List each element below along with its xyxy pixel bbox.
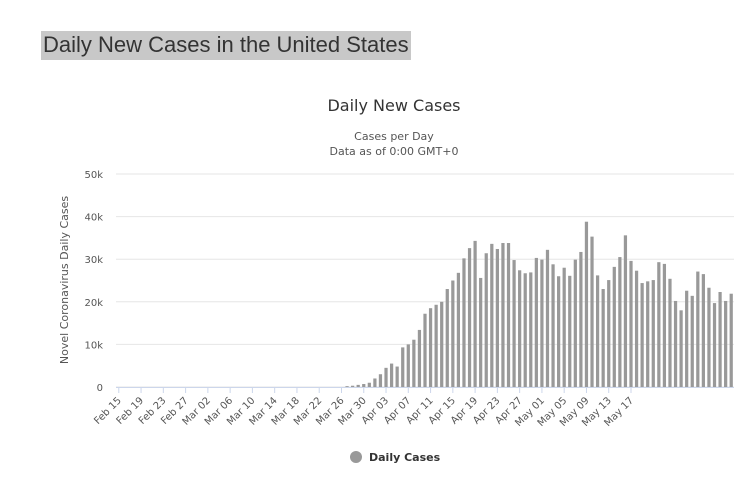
bar[interactable]: [607, 280, 611, 387]
bar[interactable]: [679, 310, 683, 387]
bar[interactable]: [523, 273, 527, 387]
bar[interactable]: [673, 300, 678, 387]
bar[interactable]: [412, 339, 416, 387]
bar[interactable]: [417, 329, 422, 387]
bar[interactable]: [440, 301, 444, 387]
bar[interactable]: [462, 258, 466, 387]
bar[interactable]: [629, 260, 633, 387]
bar[interactable]: [707, 287, 711, 387]
bar[interactable]: [529, 272, 533, 387]
chart-subtitle-line-2: Data as of 0:00 GMT+0: [330, 145, 459, 158]
legend[interactable]: Daily Cases: [350, 451, 441, 464]
bar[interactable]: [479, 277, 483, 387]
x-axis-ticks: [118, 387, 632, 393]
bar[interactable]: [378, 374, 383, 387]
bar[interactable]: [490, 243, 494, 387]
bar[interactable]: [701, 274, 705, 387]
bar[interactable]: [395, 366, 399, 387]
bar[interactable]: [467, 248, 472, 387]
bar[interactable]: [718, 292, 722, 387]
bar[interactable]: [373, 378, 377, 387]
bar[interactable]: [573, 259, 577, 387]
bar[interactable]: [618, 257, 622, 387]
bar[interactable]: [512, 260, 516, 387]
bar[interactable]: [473, 240, 477, 387]
bar[interactable]: [506, 243, 511, 387]
bar[interactable]: [562, 267, 566, 387]
bar[interactable]: [401, 347, 405, 387]
bar[interactable]: [551, 264, 555, 387]
y-tick-label: 30k: [84, 255, 103, 266]
bar[interactable]: [356, 384, 360, 387]
bar[interactable]: [545, 249, 550, 387]
bar[interactable]: [456, 272, 461, 387]
bar[interactable]: [685, 290, 689, 387]
legend-marker-icon: [350, 451, 362, 463]
bar[interactable]: [540, 259, 544, 387]
bar[interactable]: [584, 221, 589, 387]
y-tick-label: 20k: [84, 298, 103, 309]
bar[interactable]: [345, 386, 349, 387]
bar[interactable]: [634, 270, 639, 387]
bar[interactable]: [423, 313, 427, 387]
bar[interactable]: [484, 253, 488, 387]
bar[interactable]: [712, 303, 717, 387]
bar[interactable]: [590, 236, 594, 387]
bar[interactable]: [568, 275, 572, 387]
y-tick-label: 50k: [84, 170, 103, 181]
bar[interactable]: [451, 280, 455, 388]
y-axis-tick-labels: 0 10k 20k 30k 40k 50k: [84, 170, 103, 394]
bar[interactable]: [518, 270, 522, 387]
bar[interactable]: [579, 251, 583, 387]
bar[interactable]: [690, 295, 694, 387]
bar[interactable]: [651, 280, 655, 387]
bar[interactable]: [362, 384, 366, 387]
bar[interactable]: [696, 271, 700, 387]
y-axis-title: Novel Coronavirus Daily Cases: [58, 196, 71, 364]
bar[interactable]: [501, 243, 505, 387]
bar[interactable]: [662, 263, 667, 387]
bar[interactable]: [657, 262, 661, 387]
bar-series: [345, 221, 733, 388]
bar[interactable]: [724, 300, 728, 387]
bar[interactable]: [445, 289, 449, 387]
legend-label[interactable]: Daily Cases: [369, 451, 441, 464]
bar[interactable]: [557, 276, 561, 387]
bar[interactable]: [384, 367, 388, 387]
bar[interactable]: [351, 385, 355, 387]
page-heading: Daily New Cases in the United States: [41, 31, 411, 60]
bar[interactable]: [595, 275, 600, 387]
bar[interactable]: [612, 266, 616, 387]
y-tick-label: 40k: [84, 213, 103, 224]
bar[interactable]: [367, 382, 371, 387]
bar[interactable]: [601, 289, 605, 387]
bar[interactable]: [406, 344, 410, 387]
bar[interactable]: [495, 248, 499, 387]
bar[interactable]: [646, 281, 650, 387]
bar[interactable]: [623, 235, 628, 387]
y-tick-label: 10k: [84, 340, 103, 351]
bar[interactable]: [428, 308, 433, 387]
chart-title: Daily New Cases: [327, 96, 460, 115]
y-tick-label: 0: [97, 383, 103, 394]
chart-subtitle-line-1: Cases per Day: [354, 130, 434, 143]
bar[interactable]: [668, 278, 672, 387]
bar[interactable]: [534, 257, 538, 387]
bar[interactable]: [729, 293, 733, 387]
bar[interactable]: [389, 363, 394, 387]
bar[interactable]: [434, 304, 438, 387]
bar[interactable]: [640, 283, 644, 387]
